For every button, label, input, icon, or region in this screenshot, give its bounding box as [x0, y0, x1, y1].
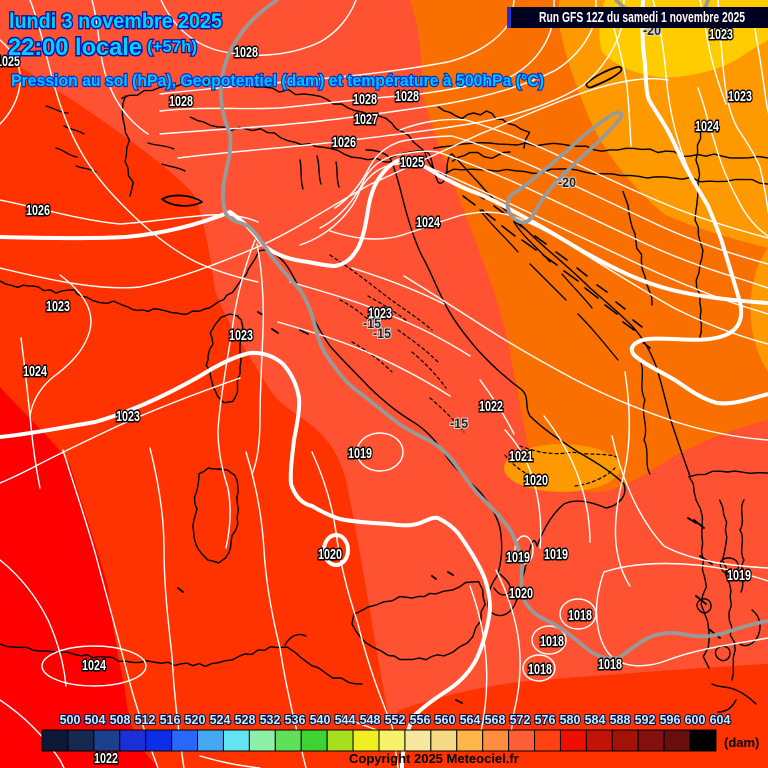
- svg-text:544: 544: [335, 713, 356, 727]
- svg-text:1019: 1019: [727, 568, 751, 584]
- svg-text:1020: 1020: [509, 586, 533, 602]
- svg-text:1019: 1019: [506, 550, 530, 566]
- svg-text:1028: 1028: [169, 94, 193, 110]
- svg-text:1026: 1026: [26, 203, 50, 219]
- svg-text:528: 528: [235, 713, 256, 727]
- svg-text:592: 592: [635, 713, 656, 727]
- svg-text:1018: 1018: [568, 608, 592, 624]
- svg-text:508: 508: [110, 713, 131, 727]
- svg-text:1025: 1025: [400, 155, 424, 171]
- svg-text:-15: -15: [373, 326, 391, 341]
- svg-text:596: 596: [660, 713, 681, 727]
- svg-text:564: 564: [460, 713, 481, 727]
- svg-text:1027: 1027: [354, 112, 378, 128]
- svg-text:584: 584: [585, 713, 606, 727]
- svg-text:Run GFS 12Z du samedi 1 novemb: Run GFS 12Z du samedi 1 novembre 2025: [539, 9, 745, 26]
- svg-text:600: 600: [685, 713, 706, 727]
- svg-text:1020: 1020: [318, 547, 342, 563]
- svg-text:552: 552: [385, 713, 406, 727]
- svg-text:(+57h): (+57h): [147, 38, 197, 56]
- svg-text:572: 572: [510, 713, 531, 727]
- svg-text:1025: 1025: [0, 54, 20, 70]
- svg-text:1018: 1018: [528, 662, 552, 678]
- svg-text:536: 536: [285, 713, 306, 727]
- svg-text:1023: 1023: [229, 328, 253, 344]
- svg-text:(dam): (dam): [724, 735, 759, 750]
- svg-text:-15: -15: [363, 316, 381, 331]
- svg-text:1019: 1019: [544, 547, 568, 563]
- svg-text:-15: -15: [450, 416, 468, 431]
- svg-text:1023: 1023: [46, 299, 70, 315]
- svg-text:500: 500: [60, 713, 81, 727]
- svg-text:568: 568: [485, 713, 506, 727]
- svg-text:1022: 1022: [479, 399, 503, 415]
- svg-text:lundi 3 novembre 2025: lundi 3 novembre 2025: [9, 10, 222, 33]
- svg-text:520: 520: [185, 713, 206, 727]
- svg-text:1021: 1021: [509, 449, 533, 465]
- svg-text:Pression au sol (hPa), Geopote: Pression au sol (hPa), Geopotentiel (dam…: [11, 71, 544, 90]
- svg-text:1023: 1023: [728, 89, 752, 105]
- svg-text:1024: 1024: [82, 658, 106, 674]
- svg-text:604: 604: [710, 713, 731, 727]
- svg-text:1028: 1028: [234, 45, 258, 61]
- svg-text:540: 540: [310, 713, 331, 727]
- svg-text:560: 560: [435, 713, 456, 727]
- svg-text:1028: 1028: [395, 89, 419, 105]
- svg-text:1018: 1018: [540, 634, 564, 650]
- svg-text:524: 524: [210, 713, 231, 727]
- svg-text:1024: 1024: [416, 215, 440, 231]
- svg-text:1023: 1023: [116, 409, 140, 425]
- svg-text:1026: 1026: [332, 135, 356, 151]
- svg-text:Copyright 2025 Meteociel.fr: Copyright 2025 Meteociel.fr: [349, 751, 519, 766]
- svg-text:1019: 1019: [348, 446, 372, 462]
- svg-text:512: 512: [135, 713, 156, 727]
- svg-text:1024: 1024: [695, 119, 719, 135]
- svg-text:516: 516: [160, 713, 181, 727]
- svg-text:1022: 1022: [94, 751, 118, 767]
- svg-text:-20: -20: [558, 175, 576, 190]
- svg-text:22:00 locale: 22:00 locale: [8, 34, 142, 61]
- svg-text:504: 504: [85, 713, 106, 727]
- svg-text:588: 588: [610, 713, 631, 727]
- svg-text:1018: 1018: [598, 657, 622, 673]
- svg-text:1024: 1024: [23, 364, 47, 380]
- svg-text:532: 532: [260, 713, 281, 727]
- svg-text:1020: 1020: [524, 473, 548, 489]
- svg-text:548: 548: [360, 713, 381, 727]
- svg-text:1023: 1023: [709, 27, 733, 43]
- svg-text:580: 580: [560, 713, 581, 727]
- svg-text:576: 576: [535, 713, 556, 727]
- svg-text:1028: 1028: [353, 92, 377, 108]
- svg-text:556: 556: [410, 713, 431, 727]
- svg-text:1023: 1023: [368, 306, 392, 322]
